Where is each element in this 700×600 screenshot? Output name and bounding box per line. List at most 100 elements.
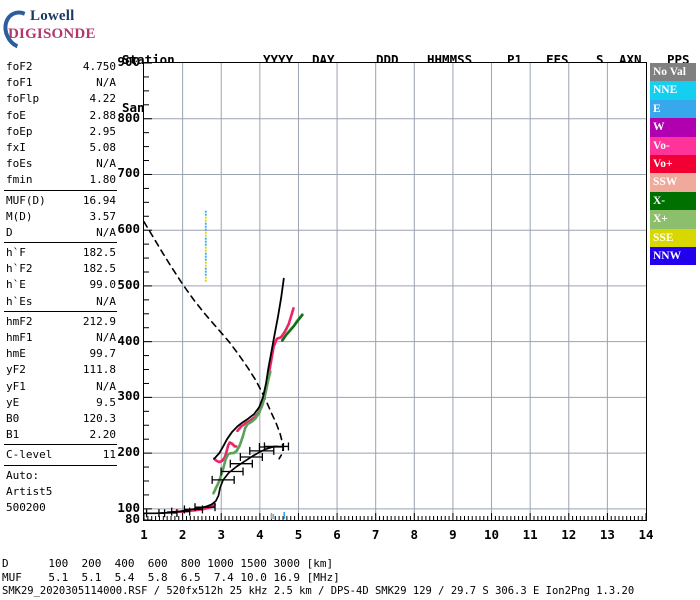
param-group-auto: Auto: Artist5 500200 [2,467,119,517]
echo-point [273,342,276,345]
echo-point [265,386,268,390]
echo-point [243,428,246,431]
echo-point [194,508,198,512]
param-value: N/A [96,76,116,90]
echo-point [223,461,226,465]
legend-item-no-val[interactable]: No Val [650,63,696,82]
echo-point [204,225,207,228]
echo-point [204,231,207,234]
echo-point [263,393,267,396]
echo-point [216,460,220,463]
legend-item-x-[interactable]: X+ [650,210,696,229]
echo-point [268,373,271,376]
legend-item-sse[interactable]: SSE [650,228,696,247]
echo-point [214,488,217,491]
param-group-profile: hmF2 212.9 hmF1 N/A hmE 99.7 yF2 111.8 yF1 N/A yE 9… [2,313,119,444]
param-row: foE 2.88 [2,108,119,124]
legend-item-w[interactable]: W [650,118,696,137]
echo-point [233,445,236,448]
echo-point [239,442,242,446]
echo-point [204,234,207,237]
echo-point [192,509,195,512]
echo-point [204,267,207,270]
param-value: 11 [102,448,116,462]
legend-item-e[interactable]: E [650,99,696,119]
echo-point [240,439,243,442]
echo-point [268,368,271,371]
y-axis-tick-label: 80 [124,511,140,526]
echo-point [290,313,293,317]
echo-point [289,316,292,319]
profile-error-bars [145,442,290,518]
header-label-s: S [596,52,604,67]
param-row: M(D) 3.57 [2,209,119,225]
param-key: M(D) [6,209,33,223]
ionogram-plot-area[interactable] [143,62,647,521]
echo-point [204,270,207,273]
param-group-virtual-heights: h`F 182.5 h`F2 182.5 h`E 99.0 h`Es N/A [2,244,119,310]
param-divider [4,464,117,466]
param-value: 99.7 [89,347,117,361]
y-axis-tick-label: 400 [117,332,140,348]
x-axis-tick-label: 11 [522,527,538,542]
param-row: h`F2 182.5 [2,261,119,277]
param-value: 99.0 [89,278,117,292]
auto-line: Auto: [2,468,119,484]
echo-point [267,377,270,380]
param-row: h`Es N/A [2,294,119,310]
legend-item-ssw[interactable]: SSW [650,173,696,192]
echo-point [202,507,205,511]
auto-text: Artist5 [6,484,53,498]
param-divider [4,189,117,191]
legend-item-x-[interactable]: X- [650,191,696,211]
x-axis-labels: 1 2 3 4 5 6 7 8 9 10 11 12 13 14 [140,527,653,547]
param-key: foE [6,108,26,122]
echo-point [284,329,287,332]
muf-curve [144,221,284,460]
param-row: h`F 182.5 [2,245,119,261]
echo-point [191,509,194,512]
echo-point [222,464,226,468]
x-axis-tick-label: 12 [561,527,577,542]
echo-point [266,381,269,384]
legend-item-nne[interactable]: NNE [650,81,696,100]
axis-echo-ticks [270,512,285,519]
echo-point [291,311,294,314]
echo-point [265,383,269,387]
echo-point [248,421,252,424]
echo-point [270,356,273,360]
echo-point [263,394,266,398]
echo-point [269,363,272,367]
echo-point [212,490,216,494]
lowell-digisonde-logo: Lowell DIGISONDE [0,4,109,56]
param-key: h`E [6,278,26,292]
echo-point [212,492,215,495]
echo-point [243,429,246,433]
param-row: yF1 N/A [2,379,119,395]
echo-point [287,321,291,324]
echo-point [289,317,292,320]
param-row: yE 9.5 [2,395,119,411]
param-key: h`F2 [6,262,33,276]
x-axis-tick-label: 5 [294,527,303,542]
echo-point [226,444,230,447]
echo-point [243,426,247,430]
echo-point [231,451,234,455]
echo-point [223,463,226,466]
echo-point [187,509,190,513]
param-value: 182.5 [82,262,116,276]
echo-point [223,456,226,460]
y-axis-tick-label: 900 [117,54,140,69]
param-key: foF1 [6,76,33,90]
auto-line: Artist5 [2,484,119,500]
legend-item-vo-[interactable]: Vo- [650,136,696,155]
legend-item-nnw[interactable]: NNW [650,246,696,266]
echo-point [225,450,228,453]
echo-point [272,346,275,349]
echo-point [204,249,207,252]
param-divider [4,310,117,312]
echo-point [271,348,275,352]
y-axis-tick-label: 200 [117,444,140,460]
legend-item-vo-[interactable]: Vo+ [650,154,696,174]
param-value: 4.750 [82,60,116,73]
